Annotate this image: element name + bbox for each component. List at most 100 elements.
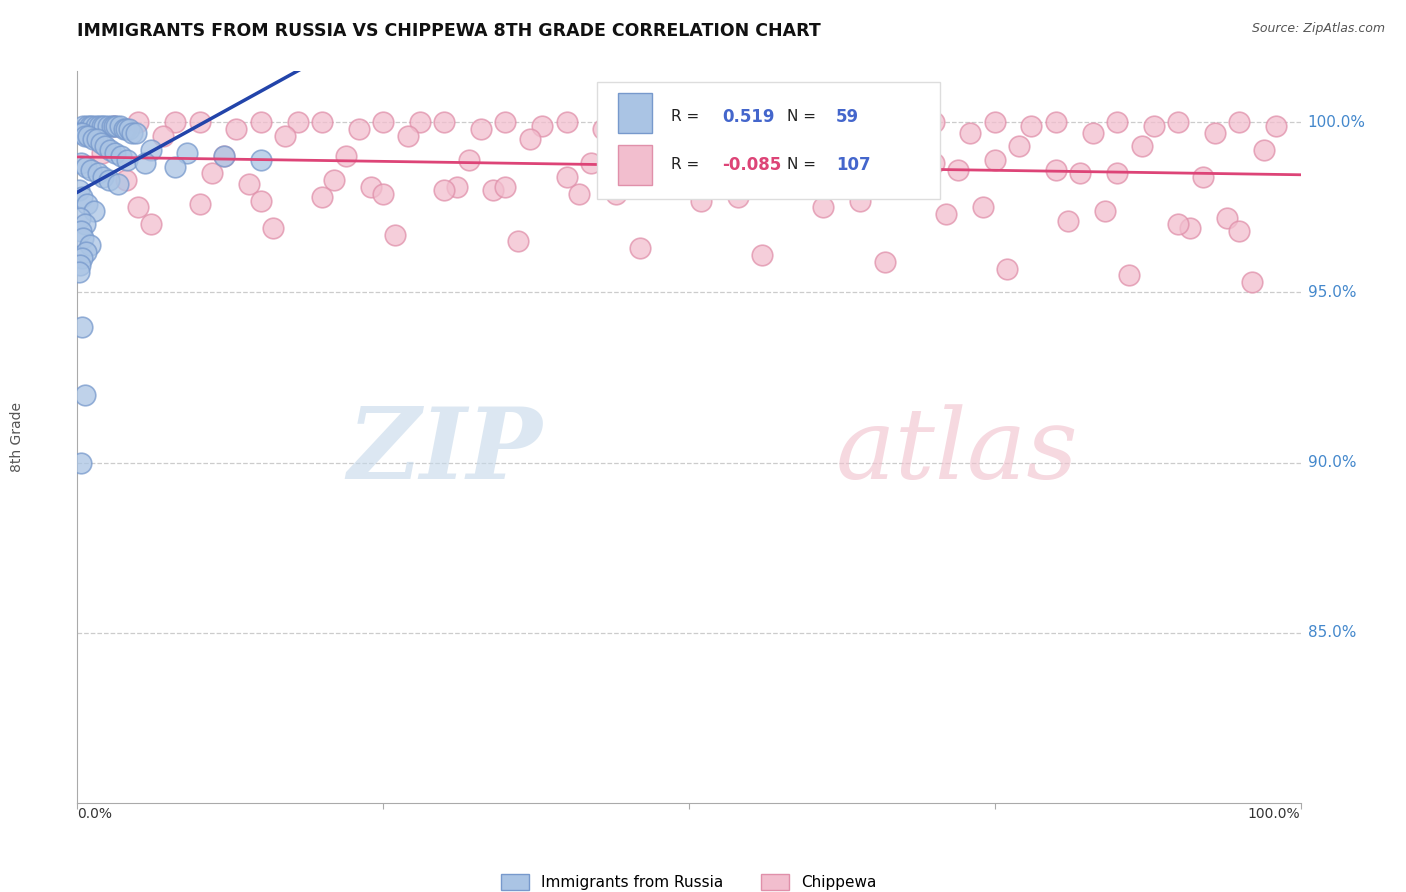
Point	[678, 115, 700, 129]
Point	[1265, 119, 1288, 133]
Point	[72, 119, 94, 133]
Point	[238, 177, 260, 191]
Point	[1167, 115, 1189, 129]
Text: ZIP: ZIP	[347, 403, 543, 500]
Point	[112, 122, 135, 136]
Text: 85.0%: 85.0%	[1308, 625, 1355, 640]
Point	[335, 149, 357, 163]
Point	[70, 190, 93, 204]
Point	[79, 119, 101, 133]
Point	[862, 146, 884, 161]
FancyBboxPatch shape	[619, 145, 652, 185]
Point	[103, 119, 125, 133]
Point	[592, 122, 614, 136]
Point	[104, 146, 127, 161]
Point	[70, 319, 93, 334]
Point	[678, 177, 700, 191]
Point	[94, 139, 117, 153]
Point	[1253, 143, 1275, 157]
Point	[555, 169, 578, 184]
Text: Source: ZipAtlas.com: Source: ZipAtlas.com	[1251, 22, 1385, 36]
Point	[849, 194, 872, 208]
Point	[75, 160, 97, 174]
Point	[90, 146, 112, 161]
Text: 59: 59	[835, 108, 859, 126]
Point	[91, 169, 114, 184]
Point	[972, 201, 994, 215]
Point	[555, 115, 578, 129]
Point	[70, 126, 93, 140]
Point	[433, 115, 456, 129]
Point	[165, 160, 187, 174]
Point	[1204, 126, 1226, 140]
Legend: Immigrants from Russia, Chippewa: Immigrants from Russia, Chippewa	[502, 874, 876, 890]
Point	[959, 126, 981, 140]
Point	[1180, 220, 1202, 235]
Point	[740, 115, 762, 129]
Point	[605, 186, 627, 201]
Point	[433, 183, 456, 197]
Point	[118, 122, 141, 136]
Point	[117, 153, 139, 167]
Point	[984, 115, 1007, 129]
Point	[1130, 139, 1153, 153]
Text: -0.085: -0.085	[721, 156, 782, 174]
Point	[384, 227, 406, 242]
Point	[69, 126, 91, 140]
Point	[87, 166, 110, 180]
Point	[73, 128, 96, 143]
Point	[79, 238, 101, 252]
Point	[776, 119, 799, 133]
Point	[922, 115, 945, 129]
Point	[70, 252, 93, 266]
Point	[188, 197, 211, 211]
Point	[1143, 119, 1166, 133]
Point	[250, 194, 273, 208]
Point	[134, 156, 156, 170]
Point	[628, 241, 651, 255]
Text: N =: N =	[787, 158, 821, 172]
Point	[360, 180, 382, 194]
Point	[188, 115, 211, 129]
Point	[73, 387, 96, 401]
Point	[97, 119, 120, 133]
Text: 107: 107	[835, 156, 870, 174]
Point	[110, 149, 132, 163]
Point	[495, 115, 517, 129]
Point	[98, 143, 121, 157]
Point	[751, 248, 773, 262]
Point	[1216, 211, 1239, 225]
Point	[1191, 169, 1213, 184]
Point	[837, 126, 859, 140]
Point	[1094, 203, 1116, 218]
Point	[76, 197, 98, 211]
Text: 100.0%: 100.0%	[1308, 115, 1365, 130]
Point	[495, 180, 517, 194]
Point	[873, 255, 896, 269]
FancyBboxPatch shape	[619, 93, 652, 133]
Point	[800, 149, 823, 163]
Point	[482, 183, 505, 197]
Point	[152, 128, 174, 143]
Point	[813, 201, 835, 215]
Text: 95.0%: 95.0%	[1308, 285, 1355, 300]
Point	[995, 261, 1018, 276]
Point	[1118, 268, 1140, 283]
Point	[714, 126, 737, 140]
Point	[90, 136, 112, 150]
Point	[763, 136, 786, 150]
Point	[67, 183, 90, 197]
Point	[82, 132, 104, 146]
Point	[311, 115, 333, 129]
Point	[617, 173, 640, 187]
Point	[212, 149, 235, 163]
Point	[80, 163, 103, 178]
Point	[740, 160, 762, 174]
Point	[165, 115, 187, 129]
Point	[125, 126, 148, 140]
Point	[70, 224, 93, 238]
Text: IMMIGRANTS FROM RUSSIA VS CHIPPEWA 8TH GRADE CORRELATION CHART: IMMIGRANTS FROM RUSSIA VS CHIPPEWA 8TH G…	[77, 22, 821, 40]
Point	[100, 119, 122, 133]
Point	[176, 146, 198, 161]
Point	[67, 265, 90, 279]
